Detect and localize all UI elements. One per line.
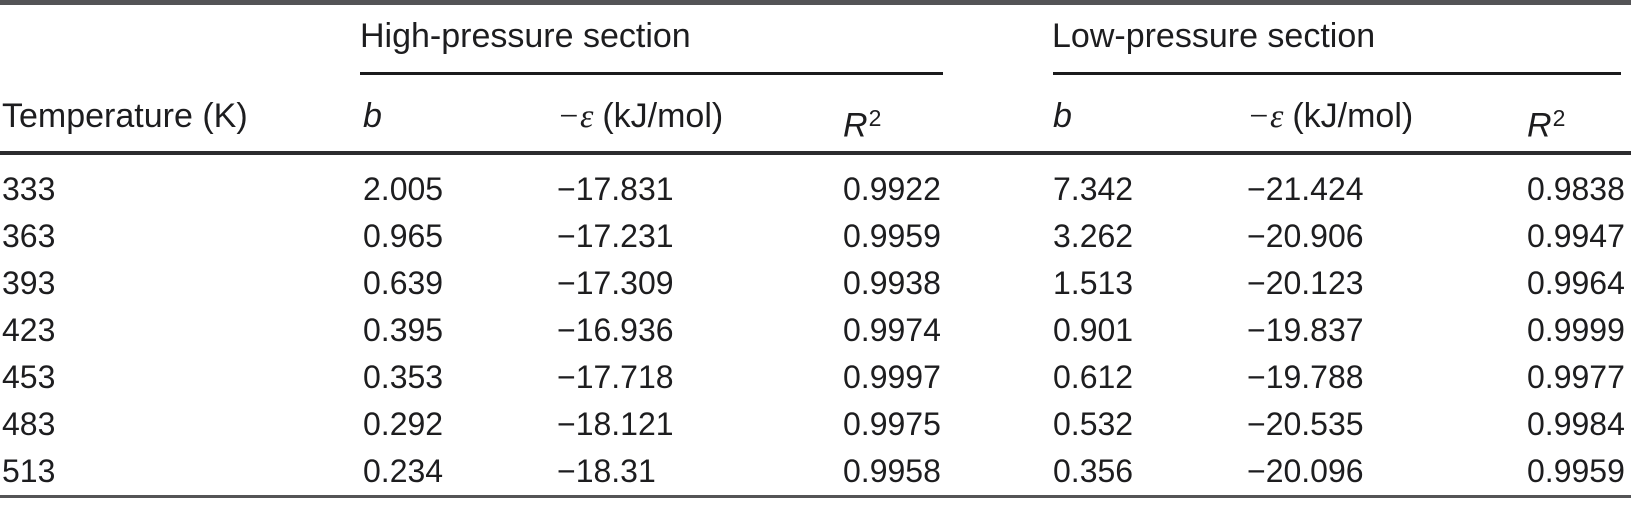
cell-b-low: 0.901 xyxy=(1053,312,1134,348)
cell-b-high: 0.353 xyxy=(363,359,444,395)
cell-b-high: 0.639 xyxy=(363,265,444,301)
cell-temperature: 393 xyxy=(2,265,56,301)
r-superscript: 2 xyxy=(1552,105,1566,131)
table-bottom-rule xyxy=(0,495,1631,498)
table-row: 333 2.005 −17.831 0.9922 7.342 −21.424 0… xyxy=(0,166,1631,213)
cell-r2-low: 0.9977 xyxy=(1527,359,1625,395)
cell-r2-low: 0.9984 xyxy=(1527,406,1625,442)
cell-epsilon-high: −18.121 xyxy=(557,406,674,442)
cell-epsilon-low: −20.123 xyxy=(1247,265,1364,301)
cell-b-high: 0.292 xyxy=(363,406,444,442)
header-r2-low: R2 xyxy=(1527,90,1631,151)
cell-b-high: 0.965 xyxy=(363,218,444,254)
cell-b-high: 2.005 xyxy=(363,171,444,207)
r-superscript: 2 xyxy=(868,105,882,131)
table-top-rule xyxy=(0,0,1631,5)
epsilon-symbol: −ε xyxy=(1247,98,1284,135)
cell-r2-high: 0.9938 xyxy=(843,265,941,301)
cell-epsilon-low: −21.424 xyxy=(1247,171,1364,207)
cell-r2-high: 0.9975 xyxy=(843,406,941,442)
header-b-high: b xyxy=(363,97,382,135)
cell-r2-high: 0.9922 xyxy=(843,171,941,207)
cell-r2-low: 0.9964 xyxy=(1527,265,1625,301)
cell-r2-low: 0.9959 xyxy=(1527,453,1625,489)
cell-r2-low: 0.9838 xyxy=(1527,171,1625,207)
cell-temperature: 453 xyxy=(2,359,56,395)
cell-epsilon-low: −20.906 xyxy=(1247,218,1364,254)
table-row: 513 0.234 −18.31 0.9958 0.356 −20.096 0.… xyxy=(0,448,1631,495)
epsilon-unit: (kJ/mol) xyxy=(602,97,724,135)
cell-epsilon-low: −20.096 xyxy=(1247,453,1364,489)
header-r2-high: R2 xyxy=(843,90,1053,151)
cell-temperature: 423 xyxy=(2,312,56,348)
cell-b-low: 7.342 xyxy=(1053,171,1134,207)
cell-temperature: 513 xyxy=(2,453,56,489)
cell-b-low: 0.532 xyxy=(1053,406,1134,442)
r-symbol: R xyxy=(843,106,868,145)
column-group-low-pressure: Low-pressure section xyxy=(1052,17,1376,55)
table-body: 333 2.005 −17.831 0.9922 7.342 −21.424 0… xyxy=(0,166,1631,495)
table-row: 363 0.965 −17.231 0.9959 3.262 −20.906 0… xyxy=(0,213,1631,260)
cell-b-low: 3.262 xyxy=(1053,218,1134,254)
cell-temperature: 483 xyxy=(2,406,56,442)
cell-epsilon-high: −16.936 xyxy=(557,312,674,348)
cell-b-low: 1.513 xyxy=(1053,265,1134,301)
high-pressure-group-rule xyxy=(360,72,943,75)
cell-r2-high: 0.9974 xyxy=(843,312,941,348)
column-group-high-pressure: High-pressure section xyxy=(360,17,691,55)
epsilon-symbol: −ε xyxy=(557,98,594,135)
cell-b-high: 0.395 xyxy=(363,312,444,348)
header-bottom-rule xyxy=(0,151,1631,155)
cell-epsilon-high: −17.831 xyxy=(557,171,674,207)
cell-r2-high: 0.9997 xyxy=(843,359,941,395)
low-pressure-group-rule xyxy=(1053,72,1621,75)
cell-b-low: 0.356 xyxy=(1053,453,1134,489)
header-temperature: Temperature (K) xyxy=(2,97,248,135)
cell-epsilon-low: −19.837 xyxy=(1247,312,1364,348)
header-epsilon-low: −ε (kJ/mol) xyxy=(1247,90,1527,151)
cell-epsilon-high: −17.718 xyxy=(557,359,674,395)
header-b-low: b xyxy=(1053,97,1072,135)
cell-r2-low: 0.9947 xyxy=(1527,218,1625,254)
cell-b-low: 0.612 xyxy=(1053,359,1134,395)
cell-r2-low: 0.9999 xyxy=(1527,312,1625,348)
cell-temperature: 363 xyxy=(2,218,56,254)
column-header-row: Temperature (K) b −ε (kJ/mol) R2 b −ε (kJ/… xyxy=(0,90,1631,151)
epsilon-unit: (kJ/mol) xyxy=(1292,97,1414,135)
table-row: 393 0.639 −17.309 0.9938 1.513 −20.123 0… xyxy=(0,260,1631,307)
cell-temperature: 333 xyxy=(2,171,56,207)
cell-b-high: 0.234 xyxy=(363,453,444,489)
table-row: 423 0.395 −16.936 0.9974 0.901 −19.837 0… xyxy=(0,307,1631,354)
cell-r2-high: 0.9959 xyxy=(843,218,941,254)
table-row: 483 0.292 −18.121 0.9975 0.532 −20.535 0… xyxy=(0,401,1631,448)
cell-epsilon-high: −17.309 xyxy=(557,265,674,301)
header-epsilon-high: −ε (kJ/mol) xyxy=(557,90,843,151)
table-row: 453 0.353 −17.718 0.9997 0.612 −19.788 0… xyxy=(0,354,1631,401)
cell-epsilon-high: −18.31 xyxy=(557,453,656,489)
cell-epsilon-high: −17.231 xyxy=(557,218,674,254)
r-symbol: R xyxy=(1527,106,1552,145)
cell-epsilon-low: −20.535 xyxy=(1247,406,1364,442)
cell-r2-high: 0.9958 xyxy=(843,453,941,489)
cell-epsilon-low: −19.788 xyxy=(1247,359,1364,395)
